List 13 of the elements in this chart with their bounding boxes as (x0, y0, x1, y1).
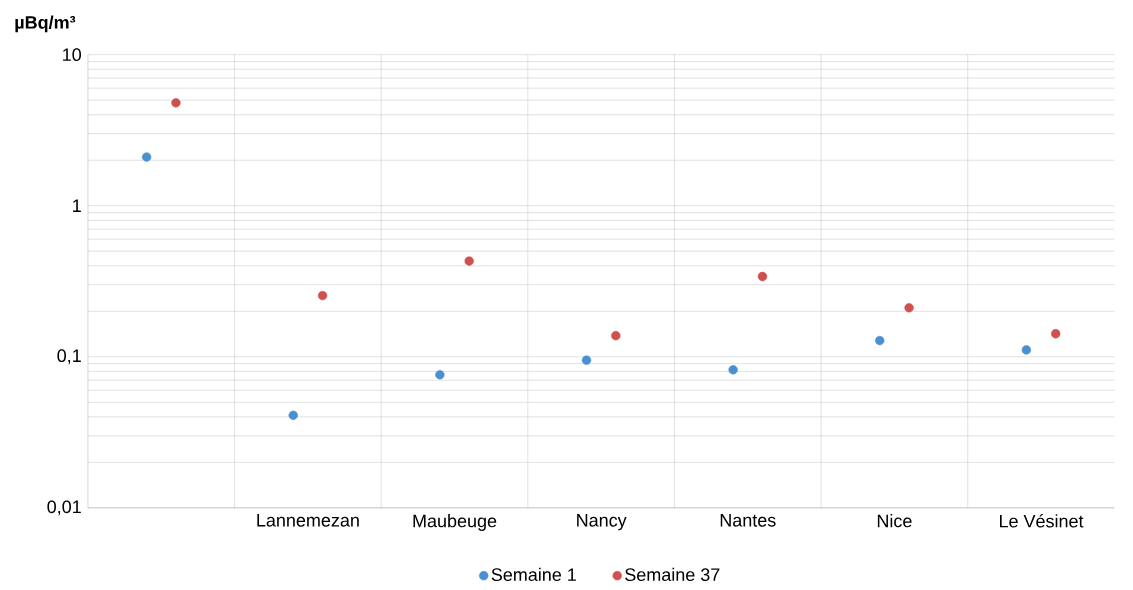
y-tick-label: 1 (73, 199, 81, 212)
legend-label: Semaine 37 (625, 567, 720, 581)
x-tick-label: Nice (877, 513, 912, 528)
x-tick-label: Maubeuge (413, 513, 497, 531)
x-tick-label: Nancy (577, 513, 627, 530)
legend-label: Semaine 1 (491, 567, 576, 581)
x-tick-label: Nantes (720, 513, 776, 527)
y-tick-label: 0,01 (47, 500, 81, 516)
x-tick-label: Lannemezan (257, 513, 359, 527)
x-tick-label: Le Vésinet (1000, 513, 1084, 528)
y-tick-label: 10 (63, 48, 82, 61)
y-axis-title: µBq/m³ (15, 15, 76, 33)
y-tick-label: 0,1 (57, 349, 81, 364)
